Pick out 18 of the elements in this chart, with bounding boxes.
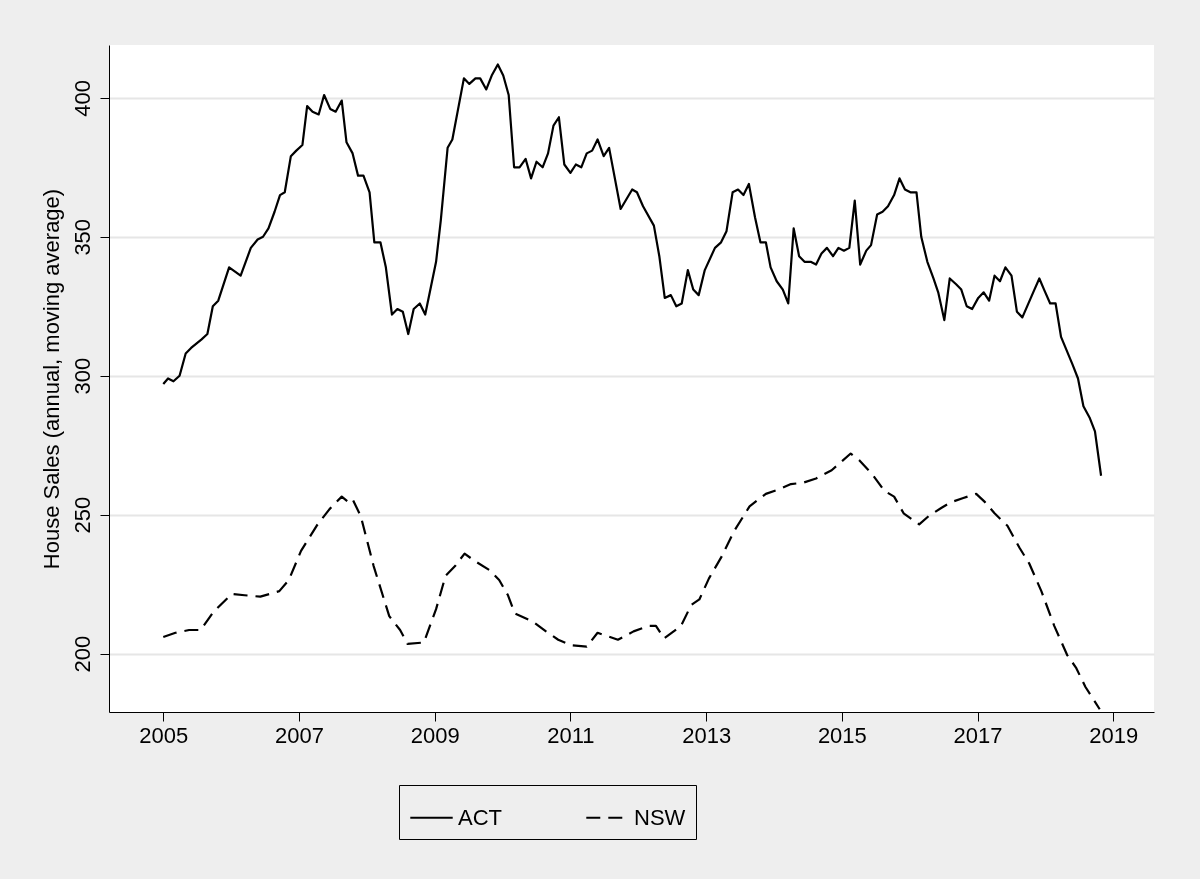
x-tick-label: 2015 (817, 722, 867, 748)
y-tick-label: 350 (69, 218, 95, 256)
x-tick-label: 2011 (547, 722, 595, 748)
x-tick-label: 2017 (953, 722, 1003, 748)
line-series (162, 63, 1103, 477)
legend-label: NSW (634, 804, 686, 830)
x-tick-label: 2005 (139, 722, 189, 748)
x-tick-label: 2007 (275, 722, 324, 748)
y-tick-label: 300 (69, 357, 95, 395)
x-tick-label: 2009 (410, 722, 460, 748)
y-tick-label: 250 (69, 496, 95, 534)
legend-label: ACT (458, 804, 502, 830)
x-tick-label: 2013 (682, 722, 732, 748)
line-series (162, 452, 1101, 711)
y-axis-title: House Sales (annual, moving average) (38, 188, 64, 570)
y-tick-label: 200 (69, 635, 95, 673)
y-tick-label: 400 (69, 79, 95, 117)
x-tick-label: 2019 (1089, 722, 1139, 748)
